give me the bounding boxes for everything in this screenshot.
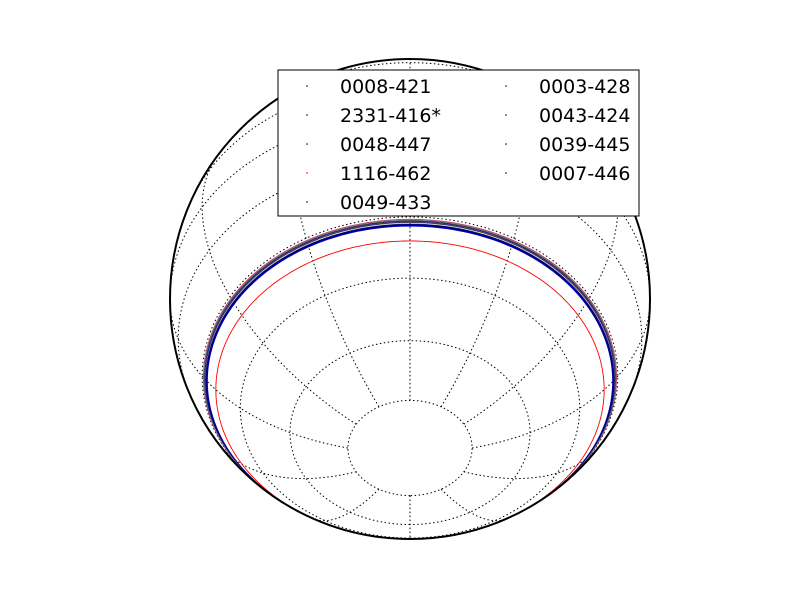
meridian-line (440, 488, 508, 522)
series-track-9 (203, 219, 617, 491)
legend-item: 1116-462 (306, 163, 431, 185)
legend-item: 0003-428 (505, 76, 630, 98)
legend-marker (306, 85, 308, 87)
legend-box (277, 69, 640, 217)
legend-item: 0007-446 (505, 163, 630, 185)
legend-label: 2331-416* (340, 105, 441, 127)
legend-label: 0049-433 (340, 192, 431, 214)
legend-label: 1116-462 (340, 163, 431, 185)
meridian-line (472, 298, 650, 449)
legend-marker (505, 85, 507, 87)
legend-label: 0008-421 (340, 76, 431, 98)
legend-label: 0003-428 (539, 76, 630, 98)
legend-marker (306, 172, 308, 174)
legend-item: 0043-424 (505, 105, 630, 127)
legend-item: 0008-421 (306, 76, 431, 98)
parallel-line (201, 216, 619, 484)
globe-outline (169, 58, 651, 540)
series-track-8 (204, 221, 616, 491)
series-tracks (202, 218, 618, 519)
legend-item: 2331-416* (306, 105, 441, 127)
series-track-7 (215, 240, 605, 519)
meridian-line (170, 298, 348, 449)
legend-marker (505, 172, 507, 174)
legend: 0008-421 2331-416* 0048-447 1116-462 0049-43… (277, 69, 640, 217)
legend-label: 0043-424 (539, 105, 630, 127)
series-track-6 (205, 223, 615, 498)
legend-label: 0048-447 (340, 134, 431, 156)
legend-marker (505, 143, 507, 145)
legend-item: 0048-447 (306, 134, 431, 156)
parallel-line (347, 399, 473, 497)
legend-label: 0007-446 (539, 163, 630, 185)
legend-marker (505, 114, 507, 116)
parallel-line (177, 160, 643, 394)
parallel-line (239, 277, 581, 539)
meridian-line (312, 488, 380, 522)
legend-marker (306, 143, 308, 145)
legend-item: 0049-433 (306, 192, 431, 214)
legend-label: 0039-445 (539, 134, 630, 156)
legend-marker (306, 201, 308, 203)
legend-item: 0039-445 (505, 134, 630, 156)
legend-marker (306, 114, 308, 116)
